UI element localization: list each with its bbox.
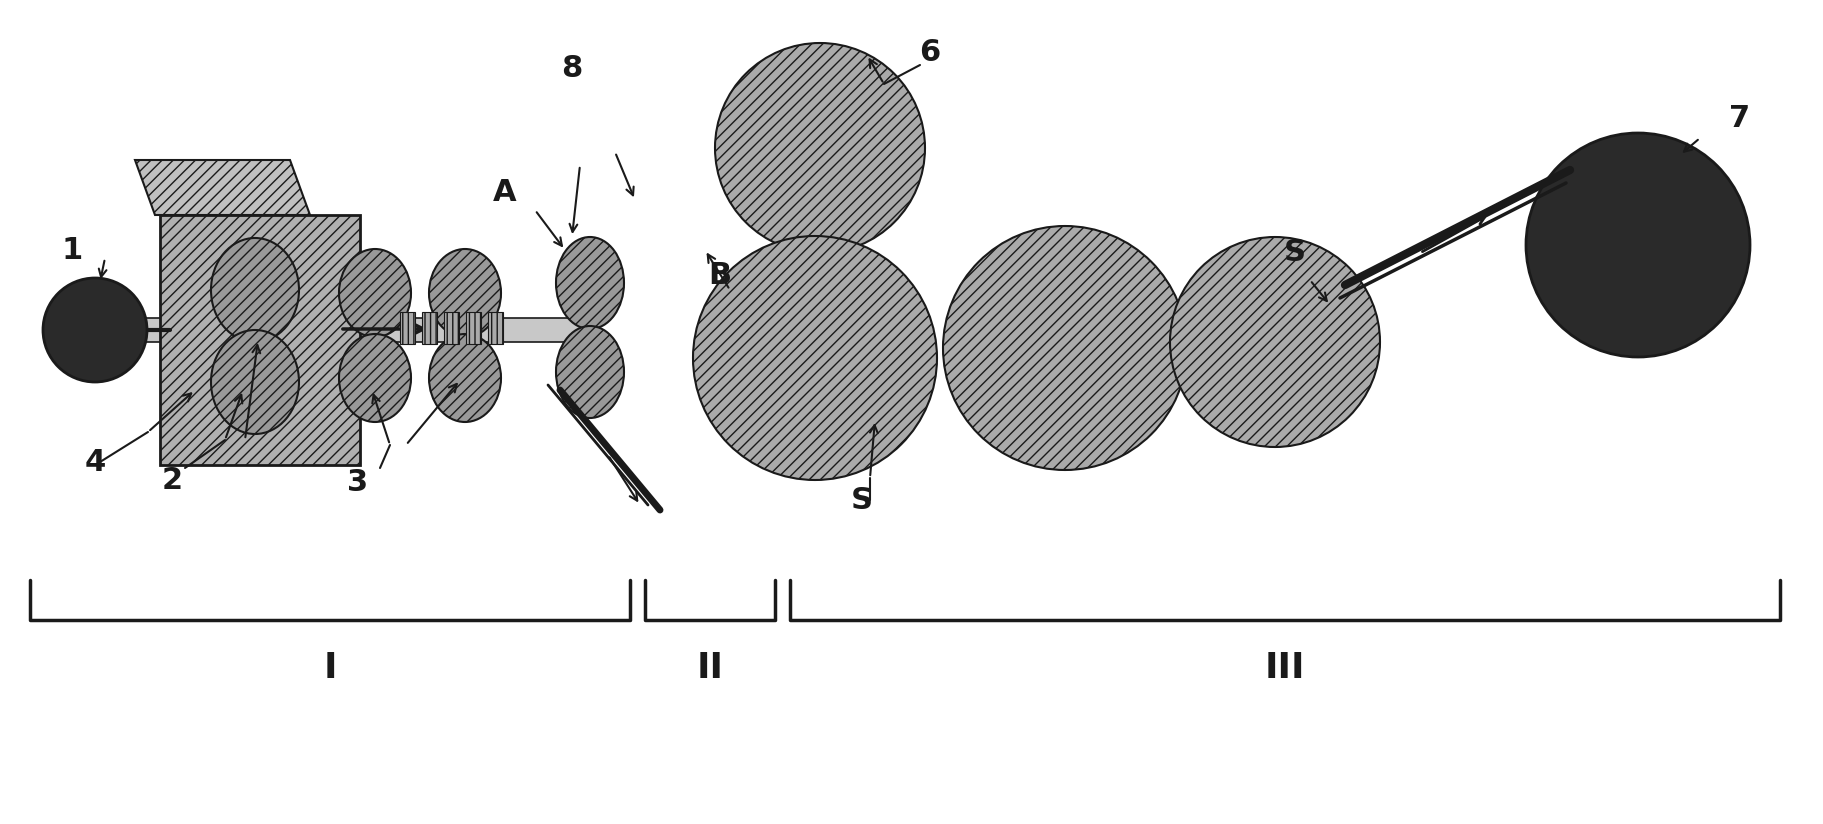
Text: S: S — [1283, 237, 1305, 266]
Bar — [489, 312, 503, 344]
Ellipse shape — [211, 238, 299, 342]
Polygon shape — [135, 160, 310, 215]
Circle shape — [942, 226, 1187, 470]
Bar — [160, 215, 359, 465]
Bar — [467, 312, 481, 344]
Ellipse shape — [339, 249, 410, 337]
Text: 2: 2 — [162, 466, 182, 494]
Ellipse shape — [556, 237, 623, 329]
Circle shape — [1170, 237, 1380, 447]
Text: 7: 7 — [1730, 104, 1750, 133]
Ellipse shape — [339, 334, 410, 422]
Text: 8: 8 — [561, 54, 583, 82]
Text: 6: 6 — [919, 38, 941, 67]
Ellipse shape — [428, 249, 501, 337]
Circle shape — [1526, 133, 1750, 357]
Circle shape — [715, 43, 924, 253]
Bar — [445, 312, 459, 344]
Text: I: I — [323, 651, 337, 685]
Text: 1: 1 — [62, 236, 82, 265]
Text: 3: 3 — [348, 467, 368, 497]
Ellipse shape — [556, 326, 623, 418]
Ellipse shape — [211, 330, 299, 434]
Circle shape — [693, 236, 937, 480]
Bar — [421, 312, 438, 344]
Text: 4: 4 — [84, 447, 106, 476]
Bar — [399, 312, 416, 344]
Text: A: A — [494, 177, 516, 207]
Text: II: II — [696, 651, 724, 685]
Circle shape — [44, 278, 148, 382]
Ellipse shape — [428, 334, 501, 422]
Text: B: B — [709, 260, 731, 289]
Bar — [95, 318, 591, 342]
Text: III: III — [1265, 651, 1305, 685]
Text: S: S — [851, 485, 873, 514]
